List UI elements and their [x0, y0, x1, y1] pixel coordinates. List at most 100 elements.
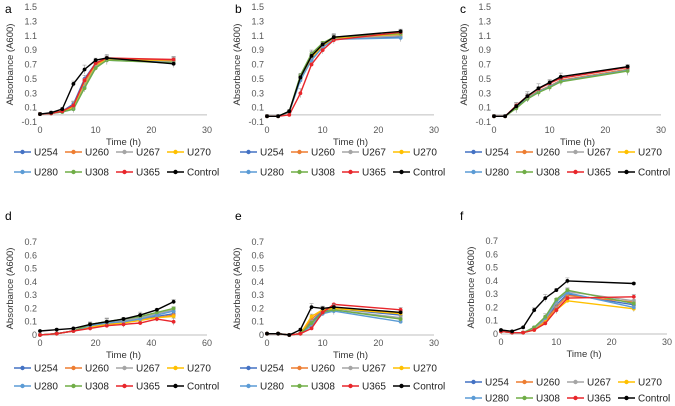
y-tick-label: 0.3: [478, 88, 491, 98]
panel-label: e: [235, 209, 242, 223]
x-tick-label: 0: [264, 125, 269, 135]
data-point: [309, 305, 314, 309]
data-point: [631, 294, 636, 299]
series-line: [39, 58, 174, 115]
series-control: [265, 29, 403, 119]
data-point: [38, 329, 42, 333]
y-tick-label: 0.3: [251, 88, 264, 98]
legend-item-u254: U254: [465, 378, 509, 389]
data-point: [104, 319, 109, 324]
legend-item-control: Control: [167, 382, 219, 393]
y-tick-label: 0.6: [485, 249, 498, 259]
x-tick-label: 10: [318, 338, 328, 348]
x-tick-label: 10: [91, 125, 101, 135]
legend-label: U254: [34, 364, 58, 375]
y-tick-label: 0.1: [251, 317, 264, 327]
data-point: [121, 317, 126, 321]
series-control: [265, 303, 403, 337]
data-point: [510, 329, 514, 334]
series-line: [267, 35, 401, 118]
data-point: [298, 331, 303, 336]
y-tick-label: 0.6: [24, 250, 37, 260]
data-point: [309, 326, 314, 331]
y-tick-label: 0.5: [251, 264, 264, 274]
y-tick-label: -0.1: [475, 117, 491, 127]
data-point: [171, 299, 176, 304]
legend-label: U270: [638, 148, 662, 159]
legend-item-u260: U260: [291, 148, 335, 159]
y-tick-label: 0.6: [251, 250, 264, 260]
data-point: [104, 323, 109, 328]
legend-item-u308: U308: [291, 382, 335, 393]
legend-label: U280: [485, 394, 509, 405]
data-point: [71, 329, 76, 333]
y-axis-title: Absorbance (A600): [466, 247, 477, 329]
legend-item-control: Control: [618, 394, 670, 405]
x-tick-label: 0: [264, 338, 269, 348]
legend-item-u254: U254: [465, 148, 509, 159]
legend-item-u308: U308: [65, 382, 109, 393]
y-tick-label: 0.9: [24, 45, 37, 55]
legend-item-u260: U260: [516, 378, 560, 389]
data-point: [104, 56, 109, 60]
legend-swatch-marker: [573, 169, 578, 175]
panel-label: d: [5, 209, 12, 223]
y-tick-label: 0.4: [485, 276, 498, 286]
chart-panel-d: d 0 0.1 0.2 0.3 0.4 0.5 0.6 0.7 0 20 40 60 Time (h) Ab…: [5, 209, 219, 393]
panel-label: a: [5, 2, 12, 16]
data-point: [71, 326, 76, 331]
series-u254: [38, 55, 176, 116]
legend-swatch-marker: [71, 169, 76, 175]
series-line: [500, 280, 634, 333]
legend-item-u365: U365: [567, 394, 611, 405]
legend-item-u270: U270: [167, 148, 211, 159]
y-tick-label: 1.3: [24, 16, 37, 26]
series-u365: [38, 316, 176, 337]
legend-item-u308: U308: [516, 168, 560, 179]
series-control: [499, 277, 636, 334]
y-tick-label: 0.4: [251, 277, 264, 287]
legend-item-u267: U267: [567, 378, 611, 389]
legend-item-u365: U365: [567, 168, 611, 179]
data-point: [547, 85, 552, 90]
legend-label: U260: [85, 364, 109, 375]
legend-item-control: Control: [618, 168, 670, 179]
legend-label: U270: [187, 148, 211, 159]
legend-label: U254: [260, 148, 284, 159]
data-point: [171, 61, 176, 66]
legend-swatch-marker: [246, 149, 251, 155]
x-axis-title: Time (h): [106, 350, 141, 361]
series-line: [267, 33, 401, 118]
data-point: [121, 322, 126, 327]
legend-swatch-marker: [624, 169, 629, 175]
data-point: [331, 35, 336, 40]
legend-swatch-marker: [20, 365, 25, 371]
data-point: [631, 301, 636, 306]
legend-item-u280: U280: [14, 382, 58, 393]
series-line: [39, 58, 174, 115]
series-u365: [38, 56, 176, 116]
legend-label: U365: [587, 394, 611, 405]
data-point: [503, 114, 508, 119]
data-point: [71, 103, 76, 108]
legend-label: U280: [260, 168, 284, 179]
y-tick-label: 1.1: [24, 31, 37, 41]
data-point: [309, 321, 314, 325]
legend-item-control: Control: [393, 382, 445, 393]
legend-swatch-marker: [522, 395, 527, 401]
legend-label: U280: [260, 382, 284, 393]
y-tick-label: 0.1: [485, 316, 498, 326]
y-tick-label: 0: [259, 330, 264, 340]
y-tick-label: 0.4: [24, 277, 37, 287]
data-point: [558, 74, 563, 79]
series-line: [39, 57, 174, 115]
legend-item-control: Control: [167, 168, 219, 179]
data-point: [565, 288, 570, 293]
y-axis-title: Absorbance (A600): [5, 248, 16, 330]
legend-label: U254: [260, 364, 284, 375]
legend-swatch-marker: [71, 383, 76, 389]
data-point: [171, 319, 176, 324]
data-point: [532, 328, 537, 332]
data-point: [631, 281, 636, 286]
y-tick-label: -0.1: [21, 117, 37, 127]
